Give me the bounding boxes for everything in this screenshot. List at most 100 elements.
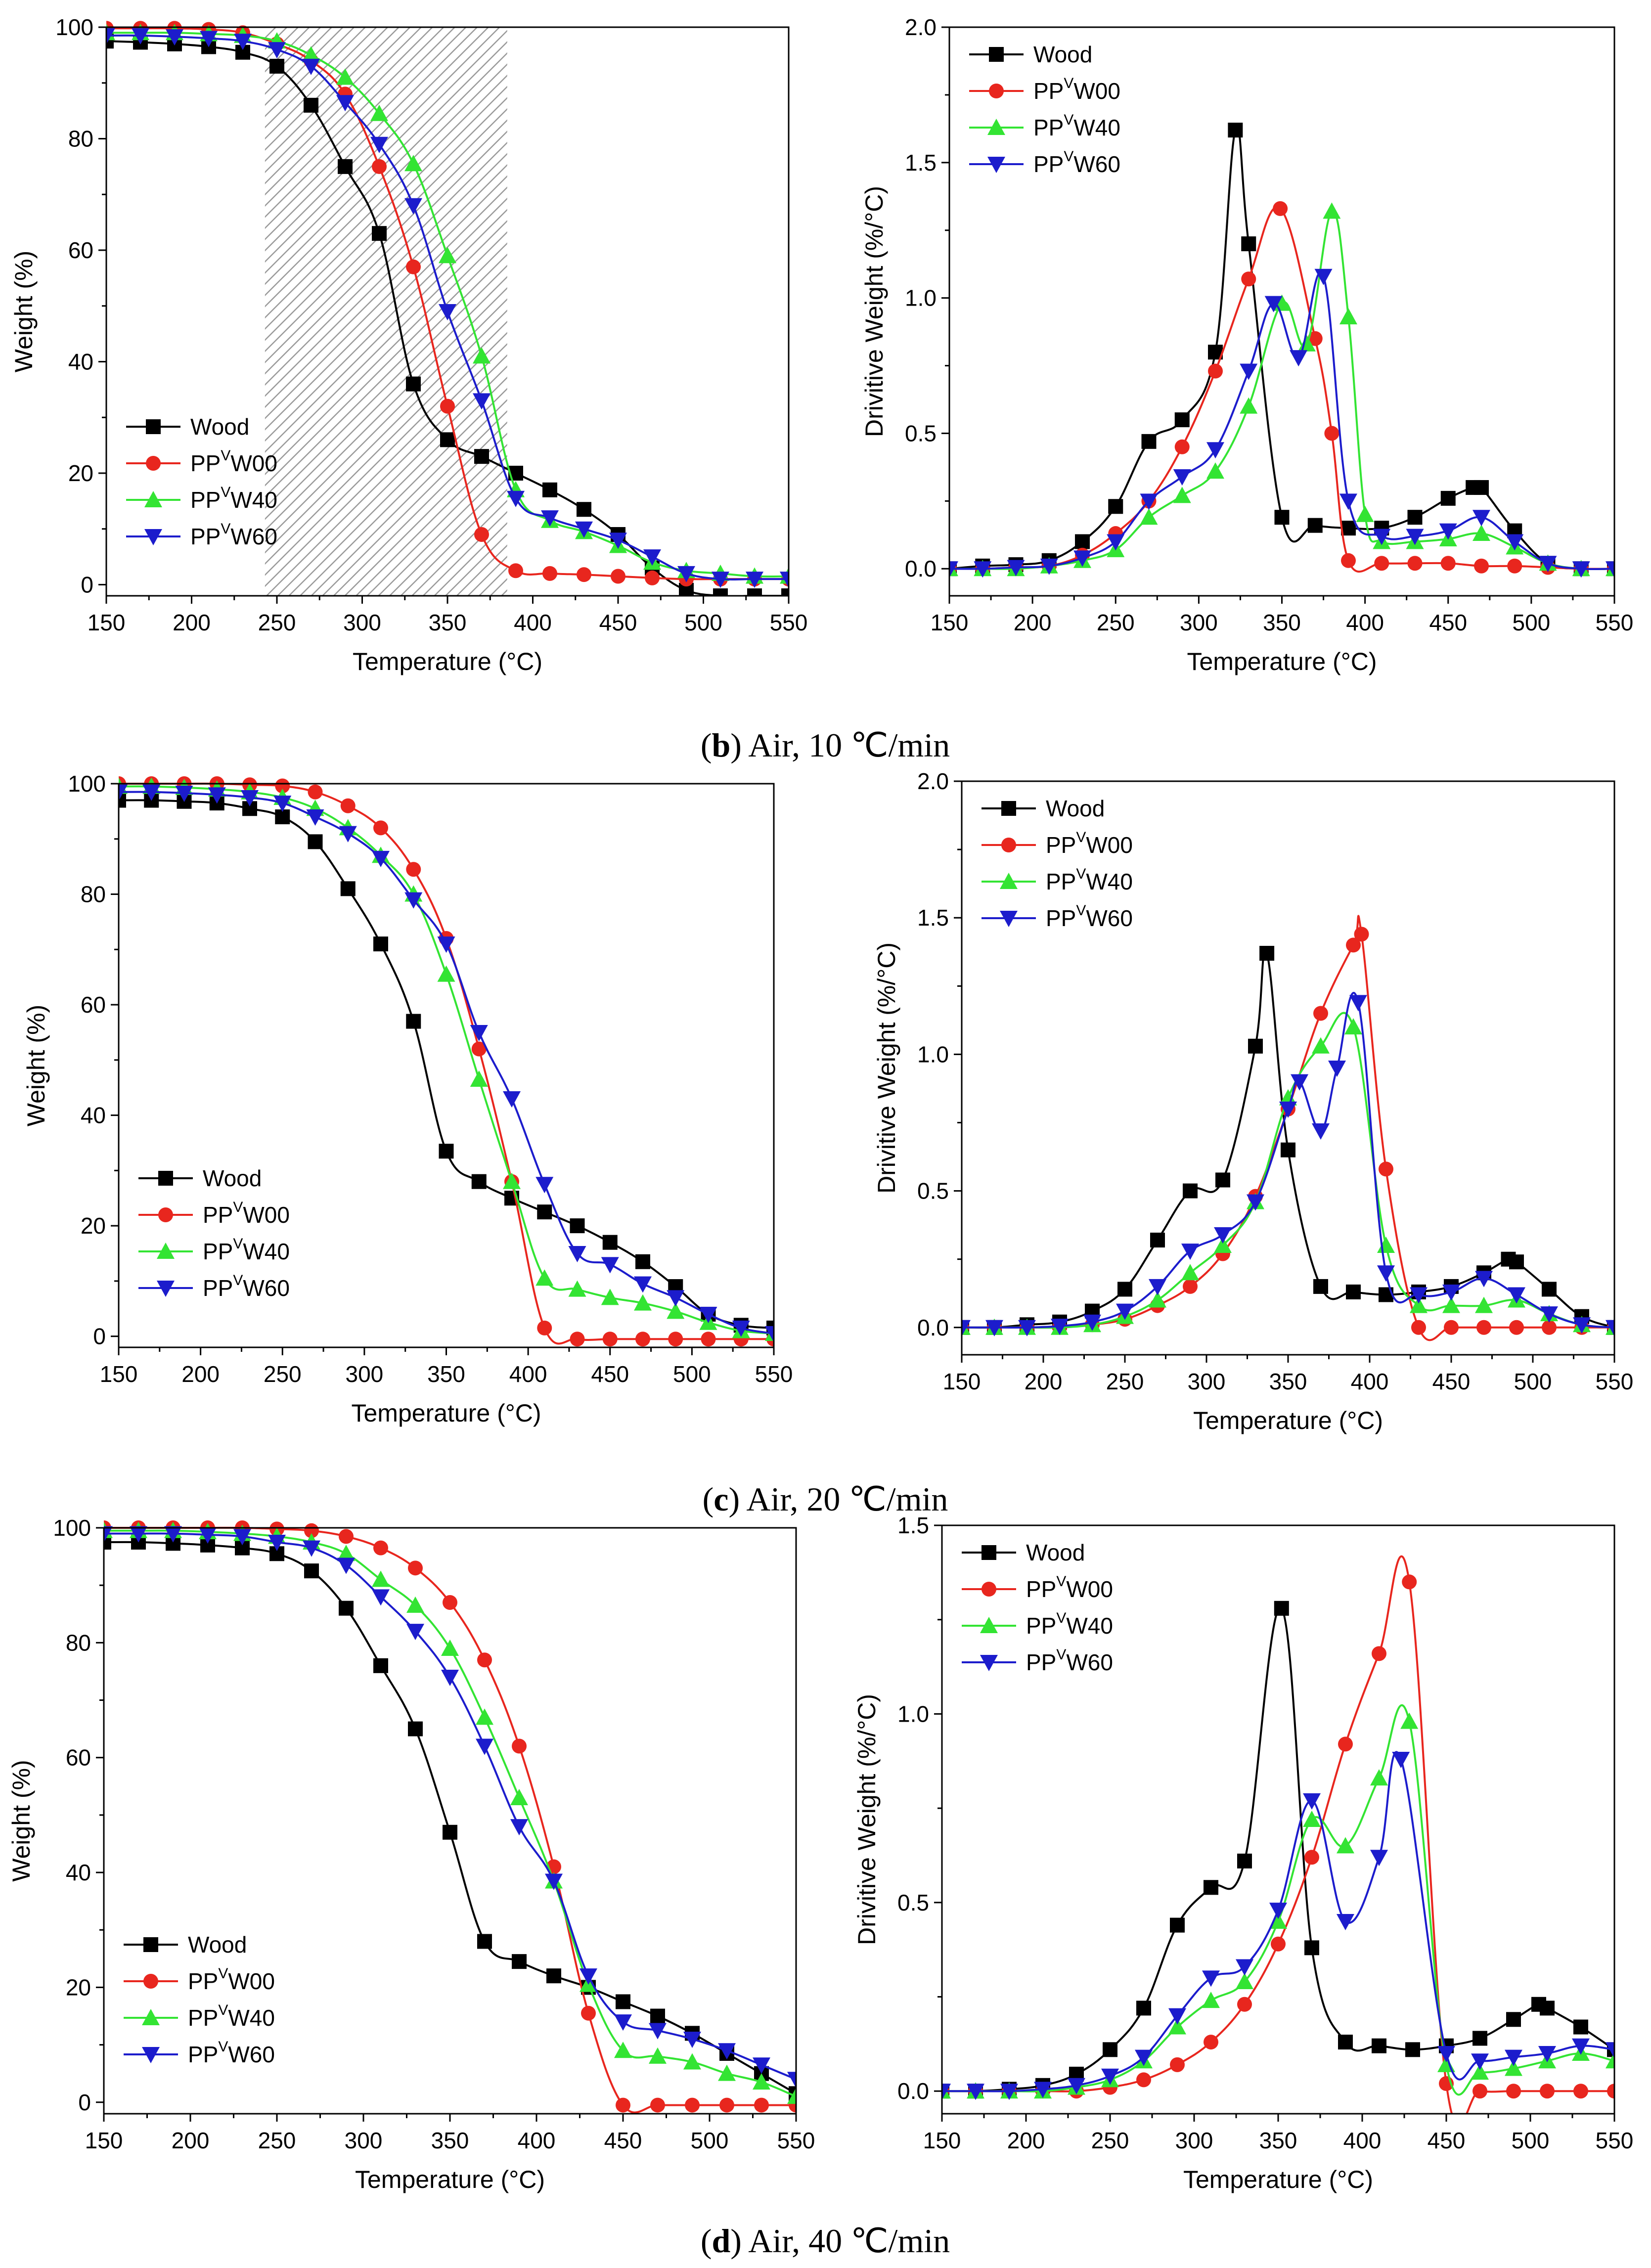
legend-label: PPVW60 — [190, 521, 277, 549]
data-point-w40 — [439, 247, 456, 264]
legend-label-sup: V — [1076, 829, 1086, 845]
data-point-w00 — [1473, 2084, 1487, 2099]
data-point-w00 — [1237, 1997, 1252, 2012]
legend-label: PPVW00 — [1033, 75, 1120, 104]
data-point-wood — [1103, 2042, 1117, 2057]
data-point-w40 — [473, 347, 491, 364]
x-tick-label: 350 — [1263, 610, 1301, 635]
legend-label-rest: W60 — [230, 524, 277, 549]
data-point-wood — [406, 1014, 421, 1029]
series-line-w40 — [962, 1012, 1614, 1329]
data-point-w60 — [765, 1326, 774, 1343]
data-point-w40 — [1471, 2063, 1489, 2080]
data-point-wood — [471, 1174, 487, 1189]
series-w00 — [104, 1520, 796, 2114]
data-point-w40 — [1505, 2059, 1522, 2076]
data-point-w60 — [1506, 534, 1524, 551]
data-point-w00 — [1444, 1320, 1459, 1335]
x-tick-label: 300 — [1188, 1369, 1226, 1394]
data-point-w40 — [667, 1302, 685, 1319]
legend-label-sup: V — [233, 1199, 243, 1215]
y-axis-title: Weight (%) — [10, 251, 38, 372]
x-tick-label: 150 — [85, 2128, 123, 2153]
legend-label-rest: W40 — [1086, 869, 1133, 894]
y-tick-label: 40 — [68, 349, 93, 374]
legend-item-w00: PPVW00 — [126, 447, 277, 476]
x-tick-label: 150 — [100, 1361, 138, 1387]
y-tick-label: 1.0 — [917, 1041, 949, 1067]
data-point-w00 — [1273, 201, 1288, 216]
series-line-w00 — [942, 1555, 1614, 2114]
legend-label: PPVW00 — [188, 1965, 275, 1994]
y-tick-label: 0 — [93, 1324, 106, 1349]
legend-label-sup: V — [233, 1272, 243, 1289]
data-point-w00 — [1411, 1320, 1426, 1335]
data-point-w60 — [967, 2084, 984, 2100]
legend-item-wood: Wood — [969, 42, 1092, 67]
data-point-w60 — [199, 1527, 217, 1544]
x-tick-label: 250 — [1106, 1369, 1144, 1394]
series-w60 — [106, 28, 789, 588]
data-point-wood — [1372, 2038, 1386, 2053]
data-point-w60 — [1475, 1271, 1493, 1288]
data-point-w60 — [718, 2043, 736, 2060]
legend-label-rest: W40 — [1073, 115, 1120, 140]
legend-marker — [987, 119, 1005, 135]
legend-label-rest: W00 — [1086, 832, 1133, 858]
data-point-w60 — [1439, 523, 1457, 540]
data-point-w00 — [542, 566, 557, 581]
x-axis-title: Temperature (°C) — [1183, 2166, 1373, 2193]
series-wood — [106, 34, 789, 596]
data-point-wood — [512, 1954, 527, 1969]
data-point-w60 — [404, 892, 423, 909]
legend-label-sup: V — [218, 2002, 228, 2018]
data-point-w40 — [1214, 1237, 1232, 1253]
legend-item-w40: PPVW40 — [126, 484, 277, 513]
y-tick-label: 0.5 — [897, 1890, 929, 1915]
data-point-wood — [443, 1824, 457, 1840]
data-point-w60 — [1290, 350, 1308, 367]
y-tick-label: 1.0 — [905, 285, 937, 311]
legend-marker — [158, 1207, 173, 1222]
data-point-w00 — [754, 2097, 769, 2113]
legend-label-rest: W60 — [1066, 1649, 1113, 1675]
y-tick-label: 20 — [66, 1974, 91, 2000]
legend-item-w00: PPVW00 — [962, 1573, 1113, 1602]
data-point-w60 — [545, 1873, 563, 1890]
data-point-w60 — [437, 936, 455, 953]
x-tick-label: 500 — [1513, 610, 1551, 635]
data-point-w60 — [643, 549, 661, 566]
data-point-wood — [1108, 499, 1123, 514]
legend-item-w00: PPVW00 — [124, 1965, 275, 1994]
data-point-w60 — [1377, 1265, 1395, 1282]
data-point-w60 — [1269, 1903, 1287, 1919]
data-point-wood — [1407, 510, 1423, 525]
legend-marker — [146, 419, 161, 434]
data-point-w40 — [336, 68, 354, 85]
data-point-wood — [304, 97, 318, 113]
data-point-w40 — [1323, 202, 1341, 219]
data-point-w40 — [1473, 525, 1490, 541]
data-point-w60 — [1214, 1227, 1232, 1244]
data-point-wood — [1204, 1880, 1218, 1895]
legend-marker — [144, 491, 162, 507]
x-tick-label: 450 — [1429, 610, 1467, 635]
data-point-w60 — [303, 1540, 320, 1557]
legend-item-w40: PPVW40 — [124, 2002, 275, 2031]
legend-marker — [989, 84, 1004, 98]
y-tick-label: 1.5 — [905, 150, 937, 176]
y-axis-title: Drivitive Weight (%/°C) — [853, 1694, 881, 1945]
x-axis-title: Temperature (°C) — [1187, 648, 1377, 675]
data-point-w60 — [1240, 363, 1258, 380]
data-point-w00 — [373, 1540, 388, 1556]
legend-label-rest: W60 — [1086, 905, 1133, 931]
legend-item-w40: PPVW40 — [969, 112, 1120, 140]
data-point-w60 — [1572, 561, 1590, 578]
data-point-wood — [781, 588, 789, 596]
data-point-w60 — [1116, 1303, 1134, 1320]
legend-label: PPVW40 — [203, 1236, 290, 1264]
panel-caption-d: (d) Air, 40 ℃/min — [701, 2222, 950, 2260]
legend-marker — [980, 1655, 998, 1671]
data-point-w00 — [1324, 426, 1339, 441]
y-tick-label: 60 — [81, 992, 106, 1018]
